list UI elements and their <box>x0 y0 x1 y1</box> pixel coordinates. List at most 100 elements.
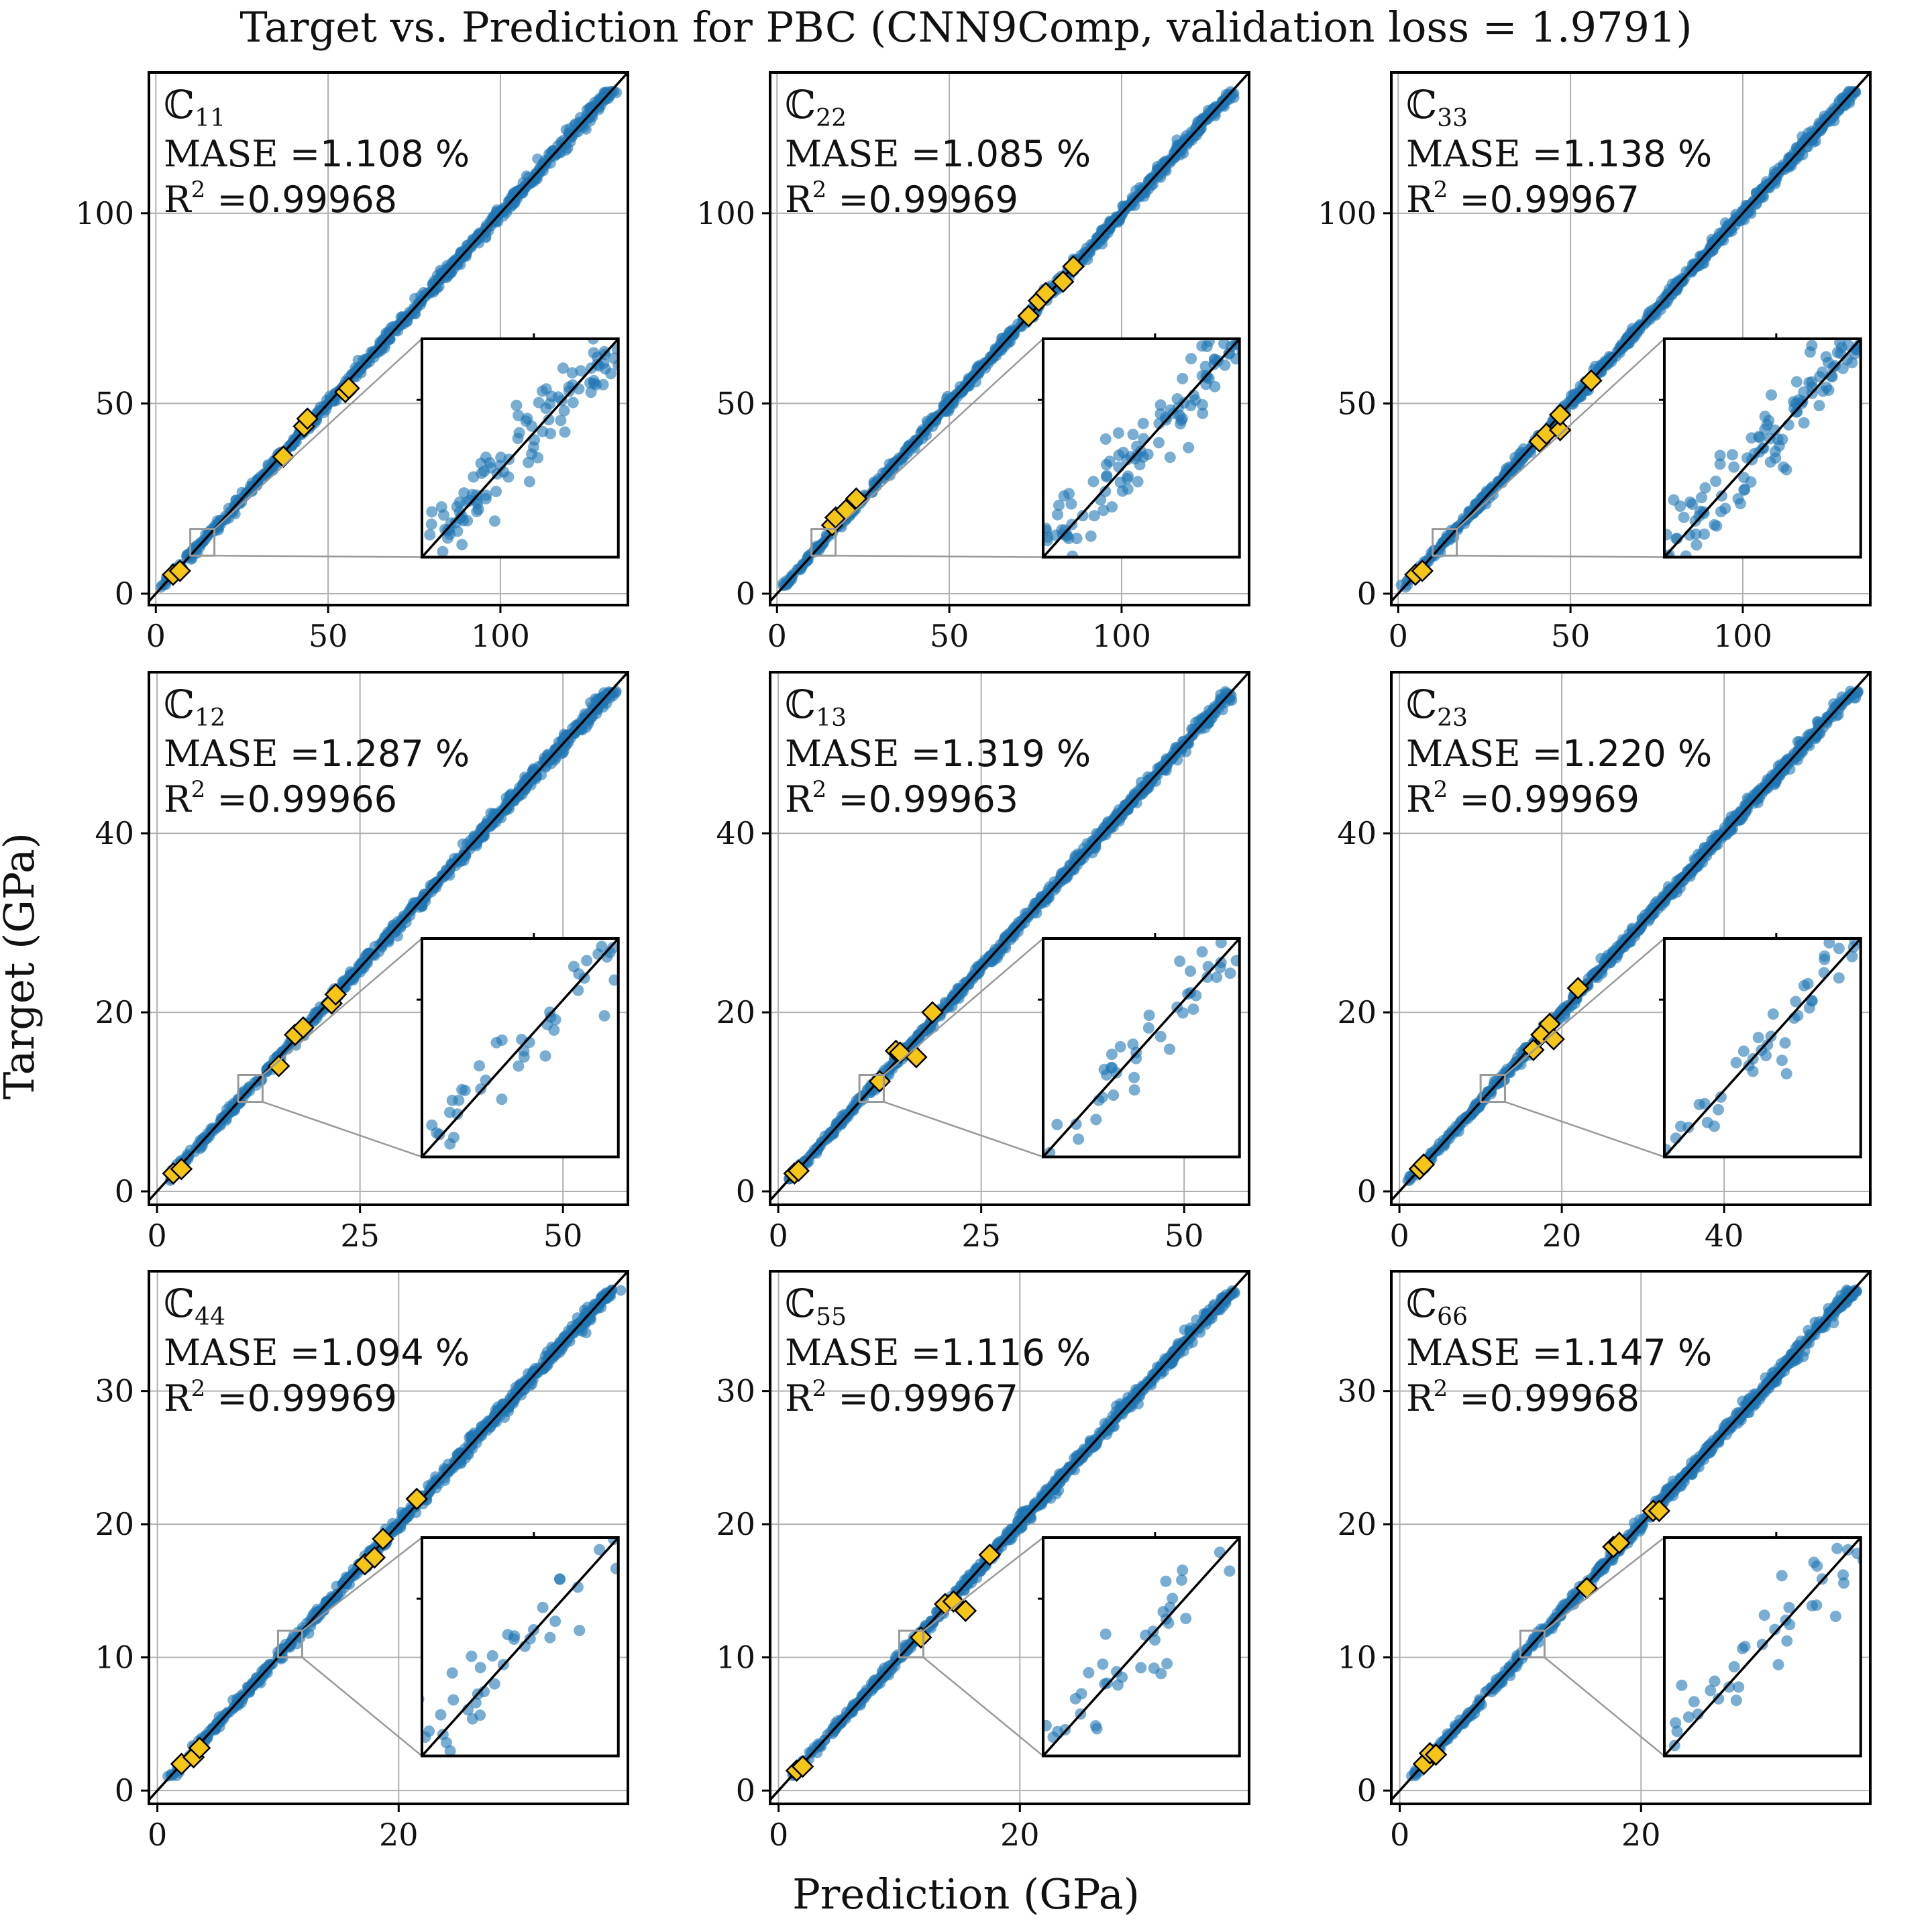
inset-point <box>1764 456 1776 468</box>
inset-point <box>1684 496 1696 508</box>
inset-point <box>1798 417 1810 429</box>
zoom-region-box <box>189 528 216 557</box>
inset-point <box>1823 384 1835 396</box>
inset-point <box>543 414 555 426</box>
inset-point <box>1696 492 1707 504</box>
inset-point <box>1835 341 1847 354</box>
axes-frame <box>148 671 629 1206</box>
identity-line <box>149 72 628 602</box>
zoom-connector <box>214 555 422 558</box>
highlight-point <box>292 1016 315 1039</box>
data-point <box>409 292 421 304</box>
inset-point <box>495 451 507 464</box>
data-point <box>942 390 953 402</box>
data-point <box>1152 161 1163 172</box>
inset-point <box>588 378 600 389</box>
inset-point <box>1087 476 1099 488</box>
x-tick-label: 100 <box>1713 618 1772 654</box>
inset-point <box>1106 1049 1118 1061</box>
inset-point <box>605 368 617 380</box>
inset-identity-line <box>421 937 620 1158</box>
x-tick-label: 100 <box>471 618 530 654</box>
data-point <box>555 147 566 158</box>
inset-points <box>1664 938 1861 1156</box>
data-point <box>1121 200 1132 211</box>
mase-label: MASE =1.220 % <box>1406 733 1712 775</box>
inset-point <box>1042 525 1053 537</box>
inset-point <box>1177 372 1189 384</box>
inset-point <box>1260 343 1272 354</box>
zoom-inset <box>1658 333 1862 559</box>
data-point <box>1485 1088 1497 1099</box>
inset-point <box>1143 1010 1155 1021</box>
inset-point <box>540 383 552 395</box>
inset-point <box>462 515 474 527</box>
inset-point <box>527 441 539 453</box>
inset-point <box>1752 1032 1764 1044</box>
inset-point <box>1132 476 1144 488</box>
zoom-inset <box>1658 933 1862 1159</box>
inset-point <box>451 1108 464 1120</box>
inset-point <box>453 506 466 518</box>
data-point <box>1087 847 1098 859</box>
inset-point <box>513 1060 525 1072</box>
data-point <box>1214 697 1225 708</box>
highlight-point <box>170 1157 193 1181</box>
inset-point <box>1063 488 1075 500</box>
y-axis-title: Target (GPa) <box>0 833 44 1099</box>
r2-value: 0.99967 <box>1490 178 1640 221</box>
zoom-connector <box>835 338 1044 530</box>
highlight-point <box>1062 255 1085 278</box>
y-tick-label: 40 <box>716 815 755 851</box>
data-point <box>1694 858 1705 869</box>
inset-point <box>1246 949 1257 961</box>
inset-point <box>1790 996 1802 1008</box>
inset-point <box>1682 1122 1695 1134</box>
data-point <box>1587 970 1598 981</box>
inset-point <box>1155 1030 1167 1042</box>
inset-point <box>544 1006 556 1018</box>
inset-point <box>407 545 419 556</box>
component-label: ℂ13 <box>785 682 847 732</box>
data-point <box>1008 929 1019 941</box>
inset-point <box>1813 400 1825 412</box>
inset-point <box>1077 510 1089 522</box>
x-tick-label: 50 <box>930 618 969 654</box>
inset-point <box>1190 989 1202 1002</box>
inset-point <box>468 471 480 483</box>
inset-point <box>1099 433 1112 445</box>
x-axis: 0 50 100 <box>146 605 530 654</box>
identity-line <box>770 672 1249 1201</box>
inset-point <box>1065 498 1077 510</box>
inset-point <box>1766 389 1777 401</box>
highlight-point <box>1566 977 1590 1000</box>
inset-point <box>1767 1008 1779 1020</box>
inset-point <box>1790 376 1803 388</box>
x-axis-title: Prediction (GPa) <box>792 1870 1140 1919</box>
inset-point <box>1155 399 1167 411</box>
inset-point <box>1073 1133 1085 1145</box>
r2-superscript: 2 <box>812 176 827 203</box>
zoom-inset <box>407 333 620 559</box>
inset-point <box>1776 1055 1788 1067</box>
y-tick-label: 0 <box>736 1173 755 1210</box>
inset-point <box>1772 433 1784 445</box>
r2-superscript: 2 <box>1434 776 1448 803</box>
inset-point <box>1837 362 1849 374</box>
zoom-region-box <box>1432 528 1458 557</box>
mase-value: 1.085 % <box>941 133 1091 175</box>
inset-point <box>489 515 500 527</box>
inset-point <box>1730 1057 1742 1069</box>
highlight-series <box>783 1001 944 1185</box>
inset-point <box>1202 961 1214 973</box>
zoom-region-box <box>858 1074 885 1104</box>
inset-point <box>1806 339 1818 352</box>
inset-point <box>444 1138 456 1150</box>
